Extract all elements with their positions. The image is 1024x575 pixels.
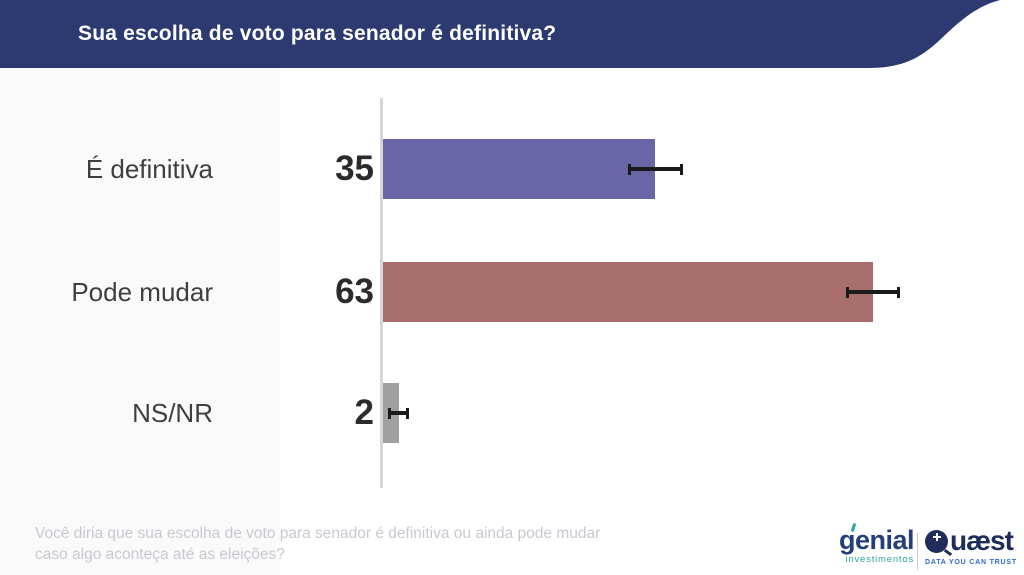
- quaest-q-circle: [925, 530, 948, 553]
- quaest-q-cross-icon: [933, 536, 941, 538]
- category-label: É definitiva: [85, 154, 213, 184]
- quaest-wordmark: uæst: [925, 525, 1015, 557]
- genial-subtitle: investimentos: [845, 554, 914, 565]
- quaest-q-icon: [925, 528, 953, 557]
- error-bar: [628, 164, 683, 175]
- error-bar: [845, 287, 901, 298]
- bar-row: É definitiva 35: [0, 139, 1024, 199]
- survey-question-note: Você diria que sua escolha de voto para …: [35, 523, 600, 565]
- survey-question-line1: Você diria que sua escolha de voto para …: [35, 525, 601, 542]
- survey-question-line2: caso algo aconteça até as eleições?: [35, 546, 285, 563]
- category-label: Pode mudar: [71, 277, 213, 307]
- error-bar: [388, 408, 409, 419]
- value-label: 63: [335, 272, 374, 311]
- quaest-tagline: DATA YOU CAN TRUST: [925, 559, 1017, 566]
- bar-row: Pode mudar 63: [0, 262, 1024, 322]
- label-column-background: [0, 68, 280, 575]
- category-label: NS/NR: [132, 398, 213, 428]
- bar-row: NS/NR 2: [0, 383, 1024, 443]
- genial-logo: genial investimentos: [820, 522, 915, 565]
- quaest-logo: uæst DATA YOU CAN TRUST: [925, 525, 1017, 566]
- bar: [383, 139, 656, 199]
- quaest-wordmark-text: uæst: [950, 525, 1014, 556]
- logo-divider: [917, 533, 918, 570]
- y-axis-line: [380, 98, 383, 488]
- banner-swoosh-shape: [0, 0, 1000, 68]
- genial-wordmark: genial: [820, 522, 915, 554]
- page-title: Sua escolha de voto para senador é defin…: [78, 22, 557, 45]
- value-label: 2: [354, 393, 374, 432]
- header-banner: Sua escolha de voto para senador é defin…: [0, 0, 1024, 68]
- bar: [383, 262, 874, 322]
- value-label: 35: [335, 149, 374, 188]
